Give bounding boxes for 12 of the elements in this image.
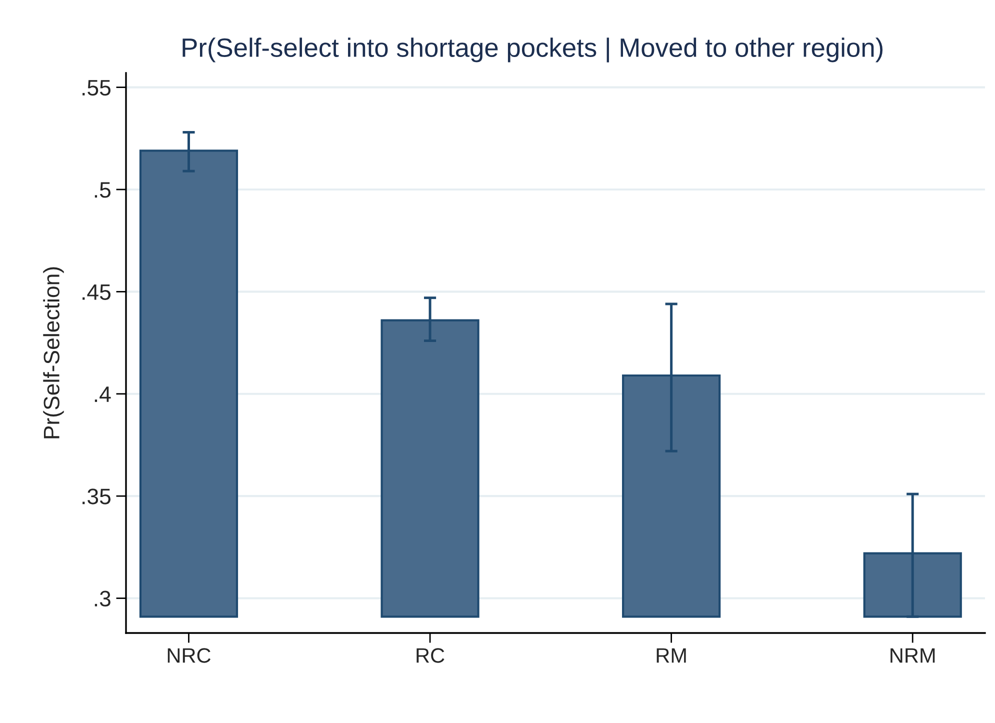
y-tick-label: .45 <box>82 284 110 300</box>
chart-title: Pr(Self-select into shortage pockets | Moved to other region) <box>182 38 882 62</box>
y-tick-label: .4 <box>94 386 111 402</box>
x-tick-label: NRC <box>168 648 211 663</box>
y-tick-label: .55 <box>82 80 110 96</box>
y-tick-label: .3 <box>94 590 110 607</box>
y-tick-label: .5 <box>94 182 110 198</box>
x-tick-label: RC <box>416 648 444 663</box>
x-tick-label: RM <box>656 648 686 663</box>
y-tick-label: .35 <box>82 488 110 504</box>
y-axis-title: Pr(Self-Selection) <box>43 267 64 438</box>
x-tick-label: NRM <box>890 648 935 663</box>
